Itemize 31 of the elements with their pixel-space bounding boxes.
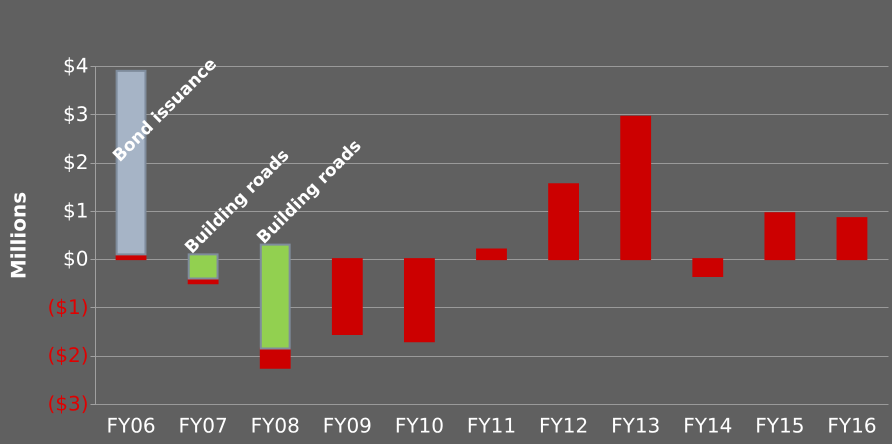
y-tick-label: $0 [63,246,88,271]
y-tick-label: $3 [63,102,88,126]
bar [692,258,724,278]
y-tick-label: ($2) [47,343,88,368]
y-tick-label: $1 [63,198,88,222]
bar [836,217,868,260]
y-tick-label: ($1) [47,294,88,319]
bar [404,258,435,342]
x-tick-label: FY12 [539,414,588,438]
y-tick-label: $2 [63,150,88,174]
bar [764,212,796,260]
bar [476,248,507,260]
y-axis-title: Millions [6,192,30,280]
y-tick-label: ($3) [47,392,88,416]
bar [188,253,219,280]
bar [548,183,580,260]
x-tick-label: FY07 [178,414,228,438]
x-tick-label: FY09 [322,414,372,438]
bar [620,116,652,260]
y-tick-label: $4 [63,54,88,78]
x-tick-label: FY11 [466,414,516,438]
x-tick-label: FY13 [611,414,660,438]
bar [332,258,363,335]
x-tick-label: FY16 [827,414,877,438]
x-tick-label: FY15 [755,414,804,438]
bar [260,347,291,369]
x-tick-label: FY08 [250,414,300,438]
x-tick-label: FY10 [394,414,444,438]
bar [260,244,291,350]
x-tick-label: FY06 [106,414,156,438]
x-tick-label: FY14 [683,414,732,438]
